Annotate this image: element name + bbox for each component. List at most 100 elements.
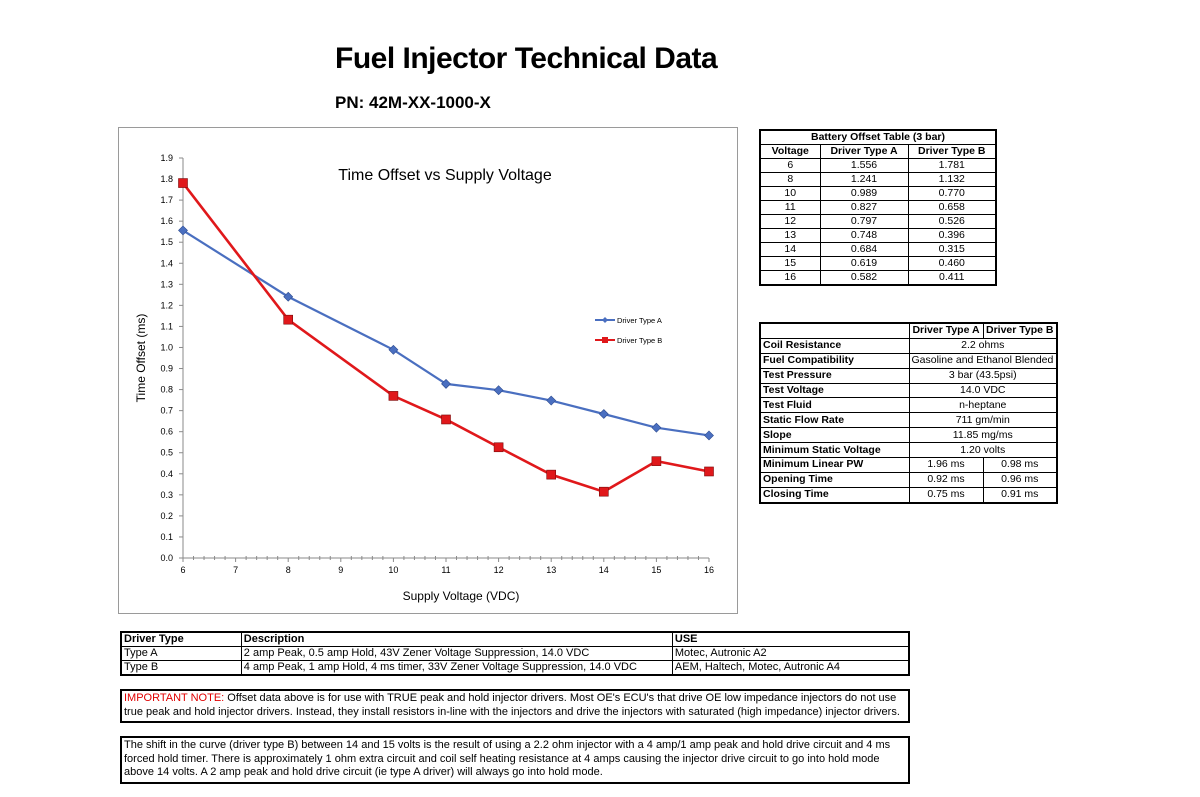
battery-cell: 12 xyxy=(759,214,821,229)
battery-cell: 8 xyxy=(759,172,821,187)
data-point-type-a xyxy=(546,395,557,406)
x-tick-label: 9 xyxy=(338,565,343,575)
data-point-type-a xyxy=(178,225,188,236)
spec-row: Test Pressure 3 bar (43.5psi) xyxy=(760,368,1057,384)
data-point-type-b xyxy=(178,178,188,188)
battery-cell: 0.748 xyxy=(819,228,909,243)
page-title: Fuel Injector Technical Data xyxy=(335,42,718,75)
battery-row: 6 1.556 1.781 xyxy=(759,158,997,173)
y-axis-label: Time Offset (ms) xyxy=(134,314,148,403)
battery-header-type-a: Driver Type A xyxy=(819,144,909,159)
y-tick-label: 0.5 xyxy=(160,448,173,458)
spec-value-type-a: 0.92 ms xyxy=(909,472,984,488)
spec-value: 3 bar (43.5psi) xyxy=(909,368,1057,384)
x-tick-label: 7 xyxy=(233,565,238,575)
battery-cell: 0.797 xyxy=(819,214,909,229)
spec-value-type-b: 0.91 ms xyxy=(983,487,1057,504)
battery-cell: 0.315 xyxy=(907,242,997,257)
chart-container: Time Offset vs Supply Voltage 0.0 0.1 0.2 0.… xyxy=(118,127,738,614)
spec-label: Opening Time xyxy=(760,472,910,488)
time-offset-chart: Time Offset vs Supply Voltage 0.0 0.1 0.2 0.… xyxy=(134,153,714,603)
data-point-type-a xyxy=(598,409,609,419)
driver-cell: 4 amp Peak, 1 amp Hold, 4 ms timer, 33V … xyxy=(240,660,673,676)
spec-row: Minimum Static Voltage 1.20 volts xyxy=(760,442,1057,459)
spec-label: Test Fluid xyxy=(760,397,910,414)
battery-table-title: Battery Offset Table (3 bar) xyxy=(759,129,997,145)
driver-cell: AEM, Haltech, Motec, Autronic A4 xyxy=(671,660,910,676)
driver-cell: Type A xyxy=(120,646,242,661)
important-note: IMPORTANT NOTE: Offset data above is for… xyxy=(120,689,910,723)
x-tick-label: 13 xyxy=(546,565,556,575)
y-tick-label: 1.2 xyxy=(160,300,173,310)
x-tick-label: 14 xyxy=(599,565,609,575)
spec-label: Minimum Linear PW xyxy=(760,457,910,473)
battery-cell: 6 xyxy=(759,158,821,173)
battery-row: 14 0.684 0.315 xyxy=(759,242,997,257)
spec-value: 14.0 VDC xyxy=(909,383,1057,399)
legend-label-type-a: Driver Type A xyxy=(617,316,662,325)
spec-label: Test Voltage xyxy=(760,383,910,399)
battery-cell: 1.556 xyxy=(819,158,909,173)
battery-cell: 0.989 xyxy=(819,186,909,201)
y-tick-label: 0.9 xyxy=(160,364,173,374)
important-note-label: IMPORTANT NOTE: xyxy=(124,692,225,704)
battery-cell: 0.658 xyxy=(907,200,997,215)
data-point-type-a xyxy=(651,422,662,433)
y-tick-label: 0.4 xyxy=(160,469,173,479)
x-tick-label: 11 xyxy=(441,565,450,575)
legend-label-type-b: Driver Type B xyxy=(617,336,662,345)
data-point-type-a xyxy=(388,344,399,355)
legend-marker-type-b xyxy=(602,337,608,343)
battery-cell: 1.132 xyxy=(907,172,997,187)
battery-cell: 15 xyxy=(759,256,821,271)
spec-label: Slope xyxy=(760,427,910,444)
spec-row: Test Voltage 14.0 VDC xyxy=(760,383,1057,399)
data-point-type-b xyxy=(441,414,451,425)
y-tick-label: 0.0 xyxy=(160,553,173,563)
data-point-type-b xyxy=(598,486,609,497)
battery-cell: 0.411 xyxy=(907,270,997,286)
x-tick-label: 6 xyxy=(180,565,185,575)
battery-row: 16 0.582 0.411 xyxy=(759,270,997,286)
battery-cell: 14 xyxy=(759,242,821,257)
important-note-text: Offset data above is for use with TRUE p… xyxy=(124,692,900,718)
spec-label: Minimum Static Voltage xyxy=(760,442,910,459)
specs-header-type-b: Driver Type B xyxy=(982,322,1058,339)
spec-row: Coil Resistance 2.2 ohms xyxy=(760,338,1057,354)
battery-row: 10 0.989 0.770 xyxy=(759,186,997,201)
battery-row: 13 0.748 0.396 xyxy=(759,228,997,243)
battery-cell: 16 xyxy=(759,270,821,286)
spec-value: n-heptane xyxy=(909,397,1057,414)
battery-cell: 1.781 xyxy=(907,158,997,173)
data-point-type-b xyxy=(651,456,662,466)
spec-label: Coil Resistance xyxy=(760,338,910,354)
spec-row: Opening Time 0.92 ms 0.96 ms xyxy=(760,472,1057,488)
y-tick-label: 1.7 xyxy=(160,195,173,205)
series-line-type-a xyxy=(182,229,710,437)
spec-value-type-a: 1.96 ms xyxy=(909,457,984,473)
spec-row: Slope 11.85 mg/ms xyxy=(760,427,1057,444)
spec-row: Test Fluid n-heptane xyxy=(760,397,1057,414)
battery-row: 12 0.797 0.526 xyxy=(759,214,997,229)
spec-value: 1.20 volts xyxy=(909,442,1057,459)
spec-value-type-a: 0.75 ms xyxy=(909,487,984,504)
y-tick-label: 0.7 xyxy=(160,406,173,416)
spec-row: Fuel Compatibility Gasoline and Ethanol B… xyxy=(760,353,1057,369)
data-point-type-b xyxy=(388,391,399,401)
driver-cell: Motec, Autronic A2 xyxy=(671,646,910,661)
data-point-type-a xyxy=(283,291,294,302)
battery-cell: 0.770 xyxy=(907,186,997,201)
spec-value-type-b: 0.98 ms xyxy=(983,457,1057,473)
specs-header-type-a: Driver Type A xyxy=(908,322,984,339)
spec-value: Gasoline and Ethanol Blended Fuels xyxy=(909,353,1057,369)
data-point-type-b xyxy=(704,466,714,477)
y-tick-label: 1.0 xyxy=(160,342,173,352)
driver-header-description: Description xyxy=(240,631,673,647)
spec-label: Test Pressure xyxy=(760,368,910,384)
spec-label: Fuel Compatibility xyxy=(760,353,910,369)
y-tick-label: 1.4 xyxy=(160,258,173,268)
driver-cell: Type B xyxy=(120,660,242,676)
